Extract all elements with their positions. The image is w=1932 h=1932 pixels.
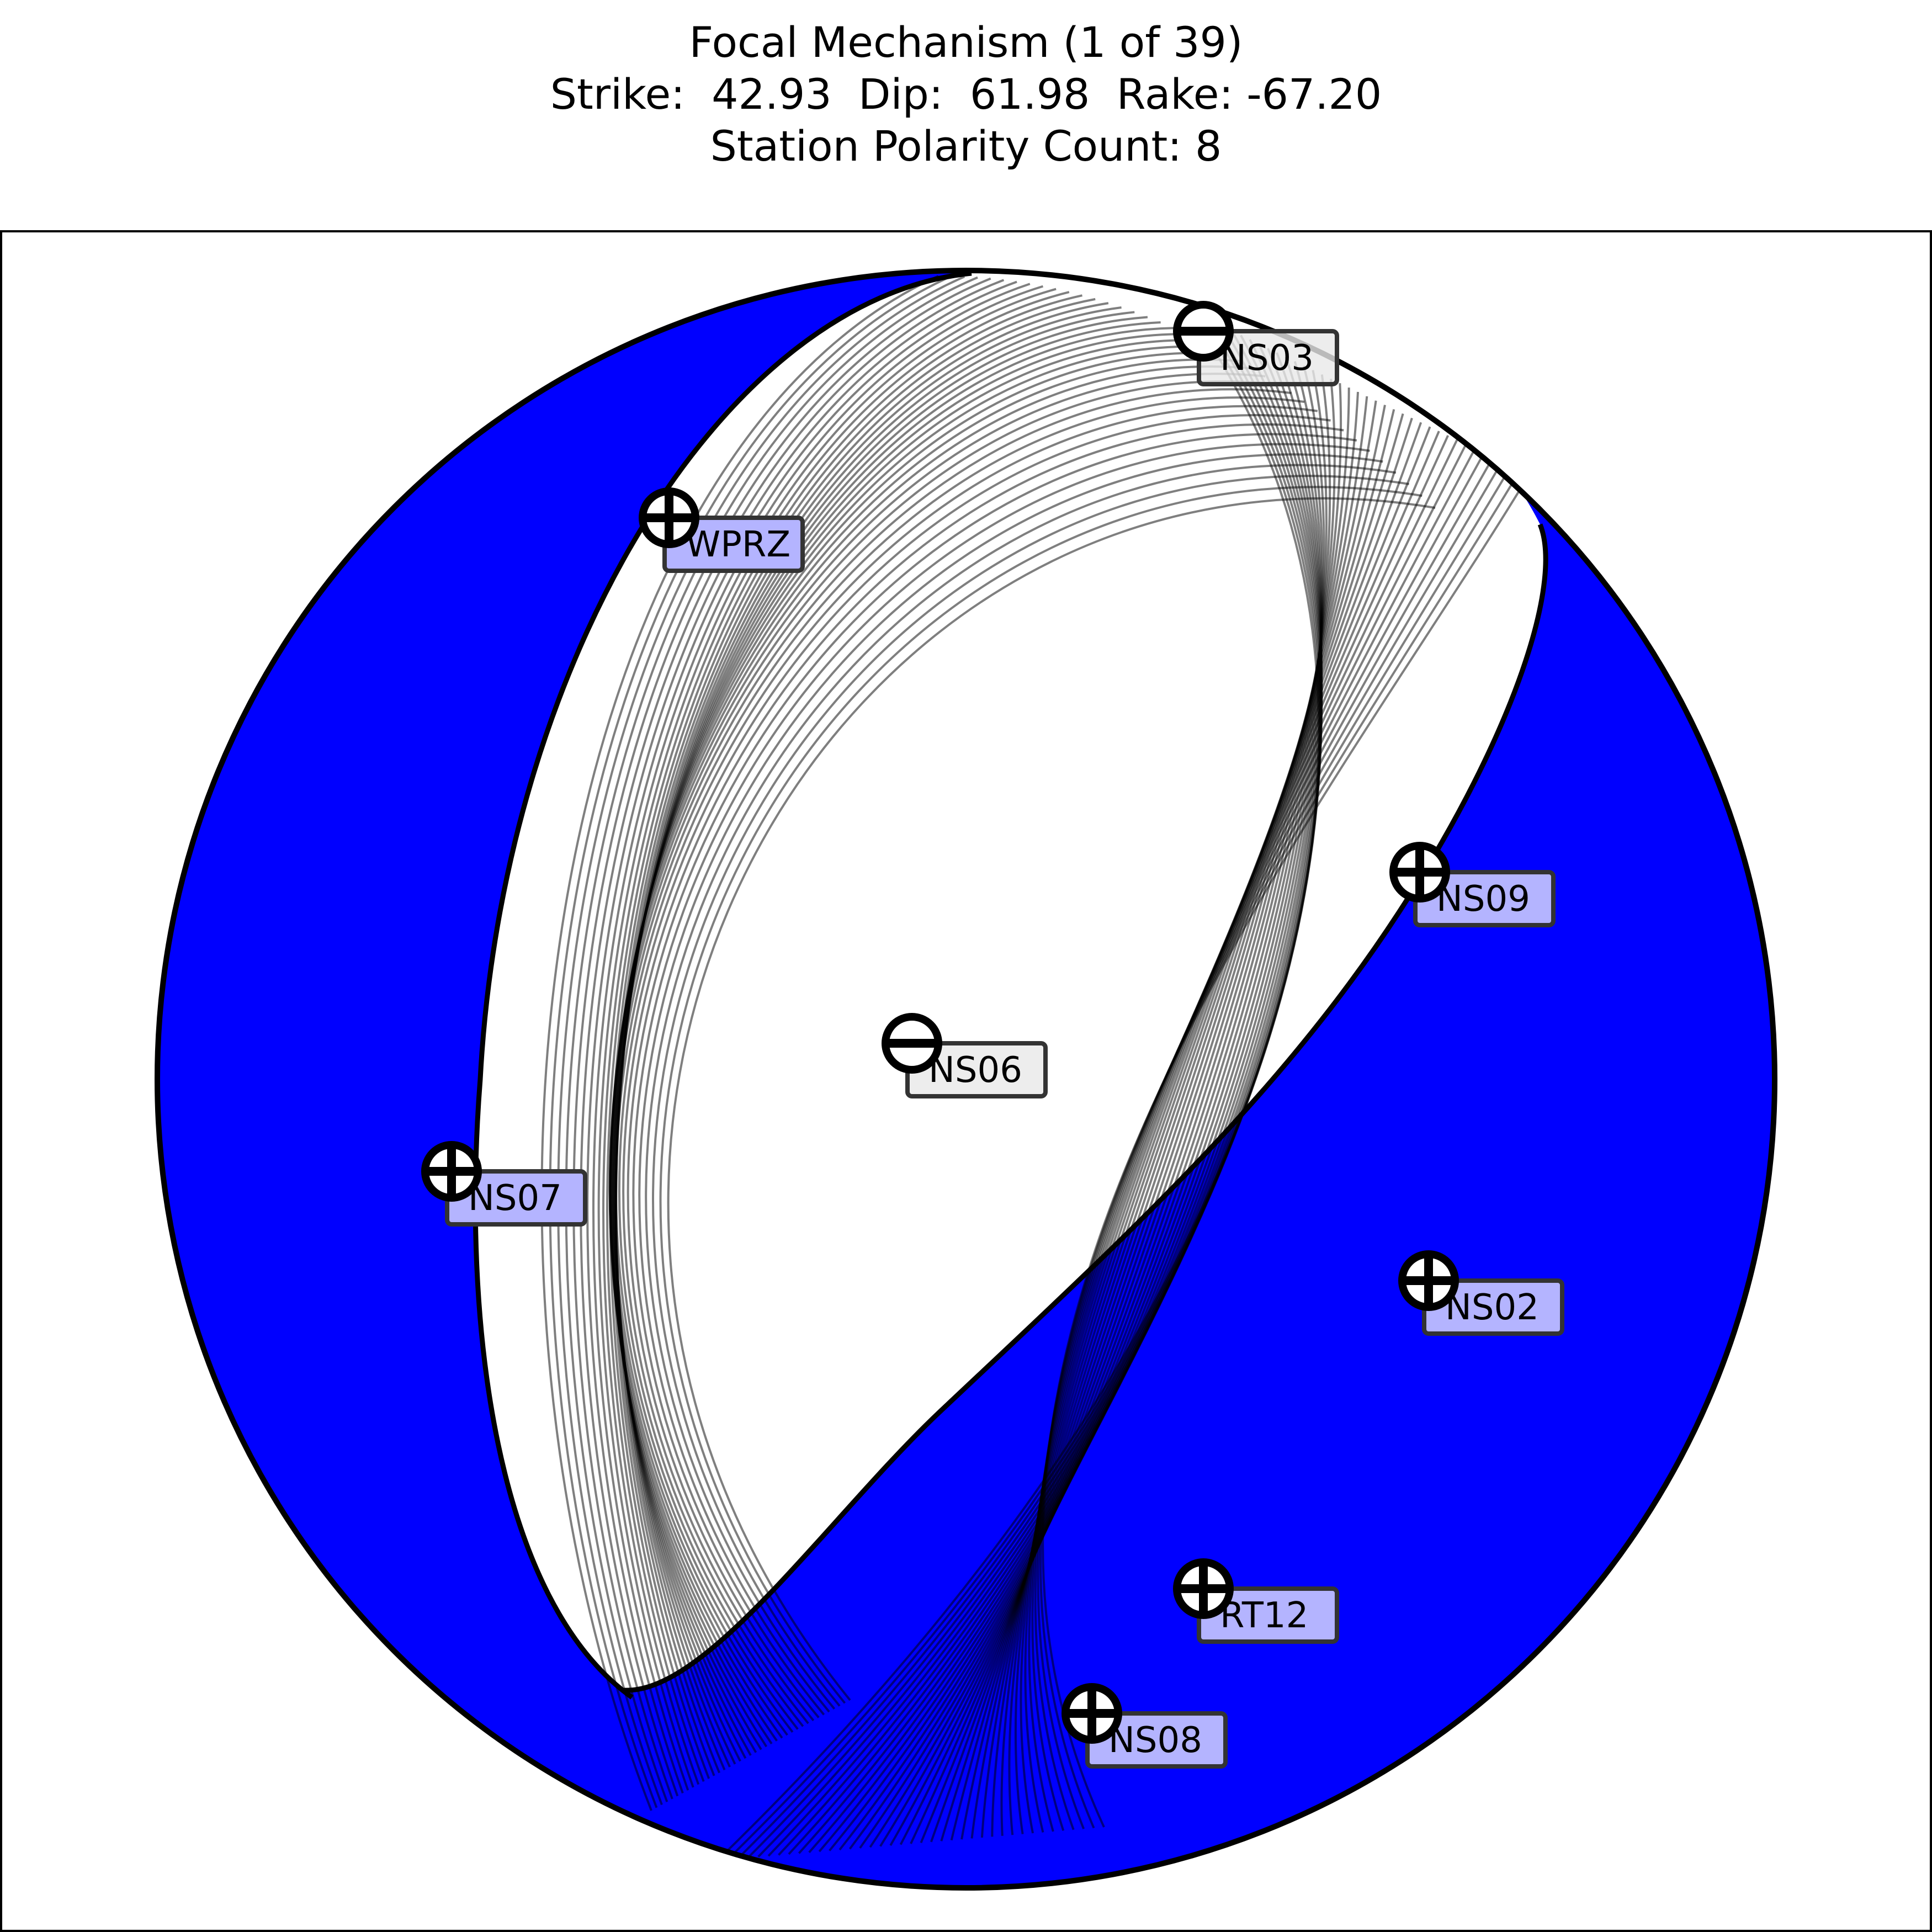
solution-plane-b: [1008, 435, 1449, 1835]
solution-plane-b: [930, 400, 1377, 1843]
solution-plane-a: [609, 380, 1279, 1736]
solution-plane-a: [667, 497, 1436, 1701]
solution-plane-b: [757, 326, 1323, 1858]
solution-plane-a: [572, 277, 991, 1800]
solution-plane-a: [586, 280, 1017, 1794]
solution-plane-b: [889, 383, 1342, 1846]
solution-plane-a: [652, 475, 1409, 1707]
title-line-1: Focal Mechanism (1 of 39): [689, 18, 1243, 67]
station-ns02: NS02: [1398, 1250, 1564, 1336]
figure-title: Focal Mechanism (1 of 39) Strike: 42.93 …: [0, 17, 1932, 172]
station-ns09: NS09: [1389, 842, 1556, 927]
solution-plane-a: [565, 276, 978, 1802]
solution-plane-b: [1042, 474, 1530, 1828]
best-nodal-plane-2: [623, 523, 1548, 1693]
solution-plane-b: [910, 391, 1359, 1844]
plus-circle-icon: [639, 487, 699, 548]
solution-plane-b: [950, 409, 1395, 1841]
solution-plane-b: [808, 348, 1323, 1854]
solution-plane-b: [818, 352, 1323, 1853]
minus-circle-icon: [1173, 301, 1234, 362]
solution-plane-b: [1020, 443, 1467, 1834]
solution-plane-a: [618, 414, 1331, 1724]
plus-circle-icon: [1398, 1250, 1459, 1311]
solution-plane-b: [848, 365, 1325, 1850]
solution-plane-b: [980, 422, 1423, 1838]
solution-plane-a: [627, 433, 1357, 1718]
solution-plane-b: [970, 417, 1413, 1839]
solution-plane-a: [632, 443, 1370, 1716]
solution-plane-a: [597, 285, 1044, 1788]
title-line-3: Station Polarity Count: 8: [710, 121, 1222, 171]
station-label: NS07: [468, 1178, 562, 1219]
minus-circle-icon: [882, 1013, 942, 1074]
station-ns03: NS03: [1173, 301, 1339, 386]
station-label: NS09: [1436, 879, 1530, 920]
solution-plane-b: [859, 370, 1328, 1849]
solution-plane-a: [608, 365, 1252, 1742]
station-ns07: NS07: [421, 1141, 587, 1227]
solution-plane-b: [920, 396, 1368, 1844]
solution-plane-a: [659, 486, 1423, 1704]
solution-plane-a: [580, 279, 1005, 1797]
station-label: NS02: [1445, 1287, 1539, 1328]
best-nodal-plane-1: [473, 270, 972, 1700]
solution-plane-a: [611, 388, 1292, 1733]
plus-circle-icon: [1061, 1683, 1122, 1744]
solution-plane-b: [991, 426, 1431, 1837]
plus-circle-icon: [1173, 1558, 1234, 1619]
plus-circle-icon: [1389, 842, 1450, 903]
station-label: NS03: [1220, 338, 1314, 379]
solution-plane-b: [798, 343, 1323, 1854]
solution-plane-b: [940, 405, 1386, 1841]
solution-plane-a: [609, 294, 1082, 1779]
station-label: NS06: [928, 1050, 1022, 1091]
solution-plane-b: [1014, 439, 1458, 1834]
solution-plane-a: [557, 275, 965, 1806]
solution-plane-b: [778, 335, 1323, 1856]
title-line-2: Strike: 42.93 Dip: 61.98 Rake: -67.20: [550, 70, 1382, 119]
station-ns08: NS08: [1061, 1683, 1228, 1769]
focal-sphere-outline: [155, 268, 1777, 1891]
station-label: WPRZ: [686, 524, 790, 565]
solution-plane-a: [540, 275, 939, 1811]
solution-plane-b: [788, 339, 1323, 1855]
solution-plane-a: [645, 464, 1397, 1710]
solution-plane-a: [612, 298, 1096, 1776]
solution-plane-a: [612, 396, 1305, 1730]
station-rt12: RT12: [1173, 1558, 1339, 1644]
solution-plane-b: [1024, 448, 1476, 1833]
solution-plane-b: [879, 379, 1336, 1847]
solution-plane-b: [869, 374, 1331, 1848]
solution-plane-a: [614, 306, 1122, 1771]
solution-plane-b: [767, 330, 1323, 1857]
solution-plane-a: [613, 302, 1109, 1774]
solution-plane-a: [622, 423, 1344, 1722]
solution-plane-a: [609, 358, 1239, 1745]
plot-frame: [0, 230, 1932, 1932]
solution-plane-b: [960, 413, 1404, 1840]
station-wprz: WPRZ: [639, 487, 805, 573]
solution-plane-b: [899, 388, 1350, 1845]
solution-plane-b: [1000, 431, 1440, 1836]
solution-plane-a: [606, 291, 1070, 1782]
station-label: NS08: [1108, 1720, 1202, 1761]
solution-plane-a: [602, 288, 1057, 1785]
solution-plane-a: [592, 283, 1031, 1791]
station-ns06: NS06: [882, 1013, 1048, 1098]
solution-plane-a: [549, 275, 952, 1808]
stations-layer: NS03 WPRZ NS09 NS06 NS07 NS02 RT12 NS08: [421, 301, 1564, 1769]
solution-plane-a: [608, 373, 1266, 1739]
plus-circle-icon: [421, 1141, 482, 1202]
solution-nodal-planes: [540, 275, 1530, 1861]
solution-plane-b: [838, 361, 1324, 1851]
station-label: RT12: [1220, 1595, 1308, 1636]
solution-plane-a: [638, 453, 1383, 1713]
solution-plane-b: [829, 357, 1323, 1851]
solution-plane-a: [615, 405, 1318, 1727]
